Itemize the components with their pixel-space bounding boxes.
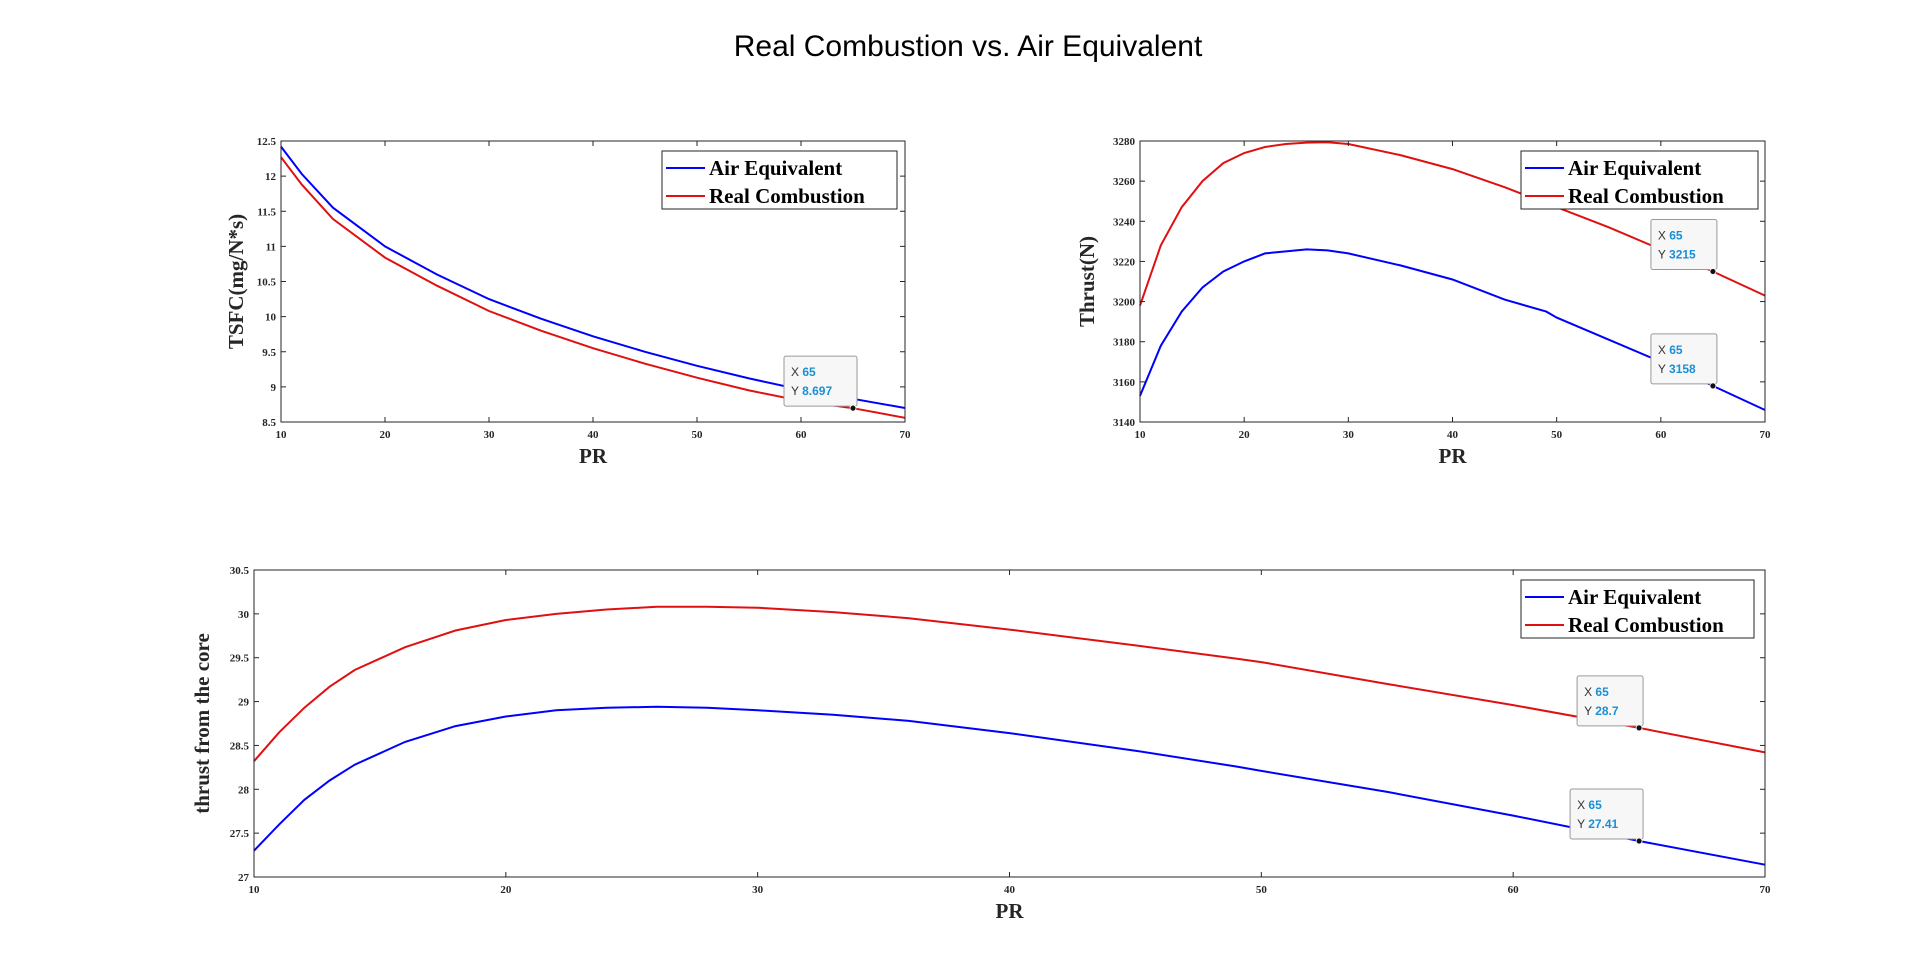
datatip-box bbox=[1576, 675, 1644, 727]
y-axis-label: Thrust(N) bbox=[1075, 236, 1099, 327]
datatip-box bbox=[1650, 218, 1718, 270]
x-tick-label: 60 bbox=[796, 429, 808, 441]
datatip-x: X 65 bbox=[791, 365, 816, 379]
y-tick-label: 29 bbox=[238, 697, 250, 709]
datatip-x: X 65 bbox=[1658, 228, 1683, 242]
datatip-x: X 65 bbox=[1577, 798, 1602, 812]
legend: Air Equivalent Real Combustion bbox=[1520, 579, 1755, 639]
y-tick-label: 10 bbox=[265, 312, 277, 324]
y-tick-label: 27.5 bbox=[230, 828, 250, 840]
x-tick-label: 60 bbox=[1655, 429, 1667, 441]
x-tick-label: 30 bbox=[752, 884, 764, 896]
y-tick-label: 28.5 bbox=[230, 740, 250, 752]
legend-label: Real Combustion bbox=[1568, 184, 1724, 208]
datatip[interactable]: X 65 Y 27.41 bbox=[1569, 788, 1644, 845]
x-tick-label: 60 bbox=[1508, 884, 1520, 896]
datatip-x: X 65 bbox=[1658, 343, 1683, 357]
x-tick-label: 30 bbox=[1343, 429, 1355, 441]
x-tick-label: 40 bbox=[1447, 429, 1459, 441]
datatip-x: X 65 bbox=[1584, 685, 1609, 699]
legend: Air Equivalent Real Combustion bbox=[1520, 150, 1759, 210]
datatip-marker bbox=[849, 404, 857, 412]
datatip-marker bbox=[1635, 724, 1643, 732]
x-tick-label: 70 bbox=[1760, 429, 1772, 441]
x-tick-label: 70 bbox=[900, 429, 912, 441]
x-tick-label: 50 bbox=[1256, 884, 1268, 896]
y-axis-label: thrust from the core bbox=[190, 633, 214, 814]
y-tick-label: 12.5 bbox=[257, 136, 277, 148]
y-tick-label: 30 bbox=[238, 609, 250, 621]
y-tick-label: 8.5 bbox=[262, 417, 276, 429]
x-tick-label: 30 bbox=[484, 429, 496, 441]
y-tick-label: 3280 bbox=[1113, 136, 1136, 148]
datatip-y: Y 8.697 bbox=[791, 384, 832, 398]
x-axis-label: PR bbox=[996, 899, 1025, 923]
y-tick-label: 3140 bbox=[1113, 417, 1136, 429]
x-tick-label: 40 bbox=[588, 429, 600, 441]
legend: Air Equivalent Real Combustion bbox=[661, 150, 898, 210]
y-tick-label: 3180 bbox=[1113, 337, 1136, 349]
x-tick-label: 50 bbox=[1551, 429, 1563, 441]
datatip-y: Y 27.41 bbox=[1577, 817, 1618, 831]
legend-label: Air Equivalent bbox=[709, 156, 842, 180]
y-tick-label: 3200 bbox=[1113, 297, 1136, 309]
x-tick-label: 10 bbox=[1135, 429, 1147, 441]
datatip[interactable]: X 65 Y 3158 bbox=[1650, 333, 1718, 390]
series-line-air-equivalent bbox=[253, 705, 1766, 866]
y-tick-label: 11 bbox=[266, 241, 276, 253]
series-line-real-combustion bbox=[253, 605, 1766, 762]
datatip-box bbox=[1650, 333, 1718, 385]
chart-1: 10 20 30 40 50 60 70 8.5 9 9.5 10 10.5 11 11.5 12 12.5 P… bbox=[224, 136, 911, 468]
datatip-y: Y 28.7 bbox=[1584, 704, 1619, 718]
datatip-marker bbox=[1709, 382, 1717, 390]
y-tick-label: 9.5 bbox=[262, 347, 276, 359]
y-tick-label: 12 bbox=[265, 171, 277, 183]
y-tick-label: 30.5 bbox=[230, 565, 250, 577]
datatip[interactable]: X 65 Y 3215 bbox=[1650, 218, 1718, 275]
y-tick-label: 27 bbox=[238, 872, 250, 884]
y-tick-label: 28 bbox=[238, 784, 250, 796]
x-axis-label: PR bbox=[1439, 444, 1468, 468]
chart-2: 10 20 30 40 50 60 70 3140 3160 3180 3200 3220 3240 32… bbox=[1075, 136, 1771, 468]
legend-label: Real Combustion bbox=[1568, 613, 1724, 637]
series-line-real-combustion bbox=[1139, 141, 1766, 306]
y-tick-label: 3260 bbox=[1113, 176, 1136, 188]
x-tick-label: 20 bbox=[1239, 429, 1251, 441]
datatip-y: Y 3158 bbox=[1658, 362, 1696, 376]
legend-box bbox=[1520, 579, 1755, 639]
legend-label: Real Combustion bbox=[709, 184, 865, 208]
y-tick-label: 29.5 bbox=[230, 653, 250, 665]
datatip-y: Y 3215 bbox=[1658, 247, 1696, 261]
legend-label: Air Equivalent bbox=[1568, 585, 1701, 609]
datatip-marker bbox=[1709, 268, 1717, 275]
datatip[interactable]: X 65 Y 8.697 bbox=[783, 355, 858, 412]
chart-3: 10 20 30 40 50 60 70 27 27.5 28 28.5 29 29.5 30 30.5 PR… bbox=[190, 565, 1771, 923]
x-tick-label: 20 bbox=[500, 884, 512, 896]
legend-box bbox=[1520, 150, 1759, 210]
y-tick-label: 9 bbox=[271, 382, 277, 394]
x-tick-label: 50 bbox=[692, 429, 704, 441]
y-tick-label: 11.5 bbox=[257, 206, 276, 218]
y-tick-label: 3160 bbox=[1113, 377, 1136, 389]
figure-title: Real Combustion vs. Air Equivalent bbox=[734, 30, 1203, 63]
series-line-air-equivalent bbox=[1139, 248, 1766, 411]
x-tick-label: 10 bbox=[276, 429, 288, 441]
legend-label: Air Equivalent bbox=[1568, 156, 1701, 180]
y-tick-label: 3240 bbox=[1113, 216, 1136, 228]
datatip[interactable]: X 65 Y 28.7 bbox=[1576, 675, 1644, 732]
x-tick-label: 70 bbox=[1760, 884, 1772, 896]
y-tick-label: 3220 bbox=[1113, 256, 1136, 268]
datatip-box bbox=[1569, 788, 1644, 840]
legend-box bbox=[661, 150, 898, 210]
x-tick-label: 10 bbox=[249, 884, 261, 896]
x-axis-label: PR bbox=[579, 444, 608, 468]
datatip-box bbox=[783, 355, 858, 407]
datatip-marker bbox=[1635, 837, 1643, 845]
y-tick-label: 10.5 bbox=[257, 277, 277, 289]
y-axis-label: TSFC(mg/N*s) bbox=[224, 214, 248, 349]
x-tick-label: 40 bbox=[1004, 884, 1016, 896]
x-tick-label: 20 bbox=[380, 429, 392, 441]
